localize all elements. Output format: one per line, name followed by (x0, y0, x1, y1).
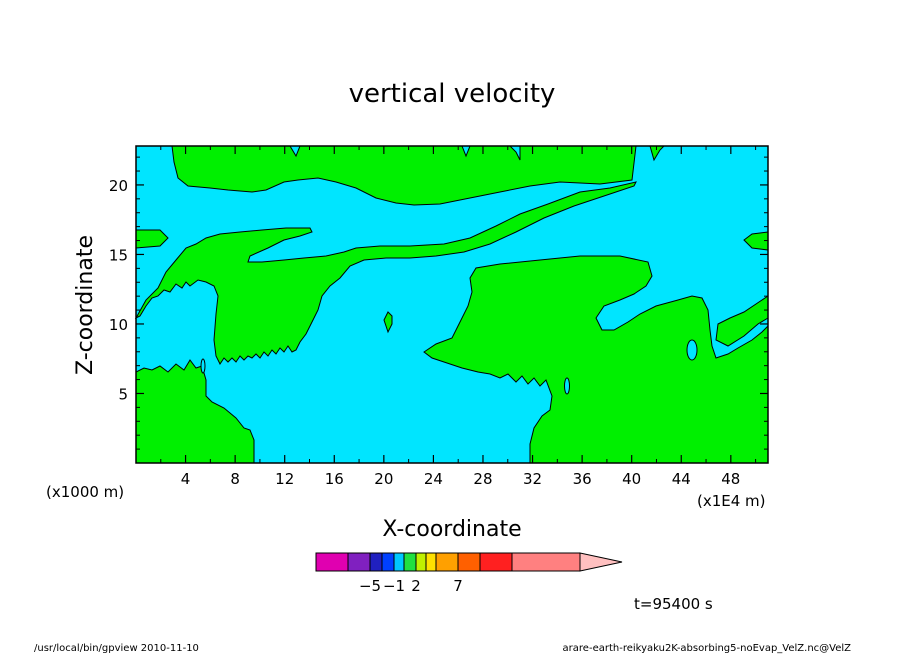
colorbar-segment (403, 552, 417, 572)
colorbar-segment (315, 552, 349, 572)
colorbar-segment (381, 552, 395, 572)
x-unit-left: (x1000 m) (46, 483, 124, 501)
x-tick-label: 16 (325, 470, 344, 488)
x-tick-label: 8 (230, 470, 240, 488)
x-tick-label: 12 (275, 470, 294, 488)
colorbar-segment (415, 552, 427, 572)
y-tick-label: 5 (118, 385, 128, 403)
x-tick-label: 40 (622, 470, 641, 488)
x-tick-label: 32 (523, 470, 542, 488)
footer-left: /usr/local/bin/gpview 2010-11-10 (34, 643, 199, 654)
upward-region-small-blob (383, 311, 393, 334)
x-axis-ticks: 4 8 12 16 20 24 28 32 36 40 44 48 (160, 146, 757, 488)
colorbar-label: −5 (359, 577, 381, 595)
colorbar-segment (369, 552, 383, 572)
colorbar-segment (479, 552, 513, 572)
downward-pocket-right (686, 339, 698, 361)
footer-right: arare-earth-reikyaku2K-absorbing5-noEvap… (563, 643, 852, 654)
y-tick-label: 20 (109, 177, 128, 195)
colorbar-segment (347, 552, 371, 572)
y-tick-label: 10 (109, 316, 128, 334)
upward-region-right-lobe (423, 255, 769, 464)
upward-region-right-mid (715, 295, 769, 347)
colorbar-segment (457, 552, 481, 572)
downward-pocket-lower-left (200, 358, 206, 374)
x-tick-label: 48 (721, 470, 740, 488)
x-tick-label: 4 (181, 470, 191, 488)
x-unit-right: (x1E4 m) (697, 492, 766, 510)
plot-frame (135, 145, 769, 464)
colorbar-labels: −5 −1 2 7 (359, 577, 463, 595)
downward-pocket-center (564, 377, 570, 395)
x-tick-label: 36 (573, 470, 592, 488)
upward-region-central-band (134, 181, 637, 365)
colorbar-arrow (579, 552, 623, 572)
colorbar-segment (435, 552, 459, 572)
colorbar-label: 7 (453, 577, 463, 595)
upward-region-upper-left (171, 145, 637, 206)
colorbar-label: −1 (383, 577, 405, 595)
x-axis-label: X-coordinate (382, 517, 521, 542)
x-tick-label: 20 (374, 470, 393, 488)
colorbar (315, 552, 623, 572)
colorbar-segment (425, 552, 437, 572)
colorbar-segment (511, 552, 581, 572)
x-tick-label: 24 (424, 470, 443, 488)
y-axis-label: Z-coordinate (73, 235, 98, 375)
colorbar-label: 2 (411, 577, 421, 595)
colorbar-segment (393, 552, 405, 572)
y-tick-label: 15 (109, 246, 128, 264)
chart-title: vertical velocity (349, 79, 556, 109)
x-tick-label: 44 (672, 470, 691, 488)
y-axis-ticks: 5 10 15 20 (109, 156, 768, 450)
time-label: t=95400 s (634, 595, 713, 613)
plot-area (134, 145, 769, 464)
x-tick-label: 28 (473, 470, 492, 488)
